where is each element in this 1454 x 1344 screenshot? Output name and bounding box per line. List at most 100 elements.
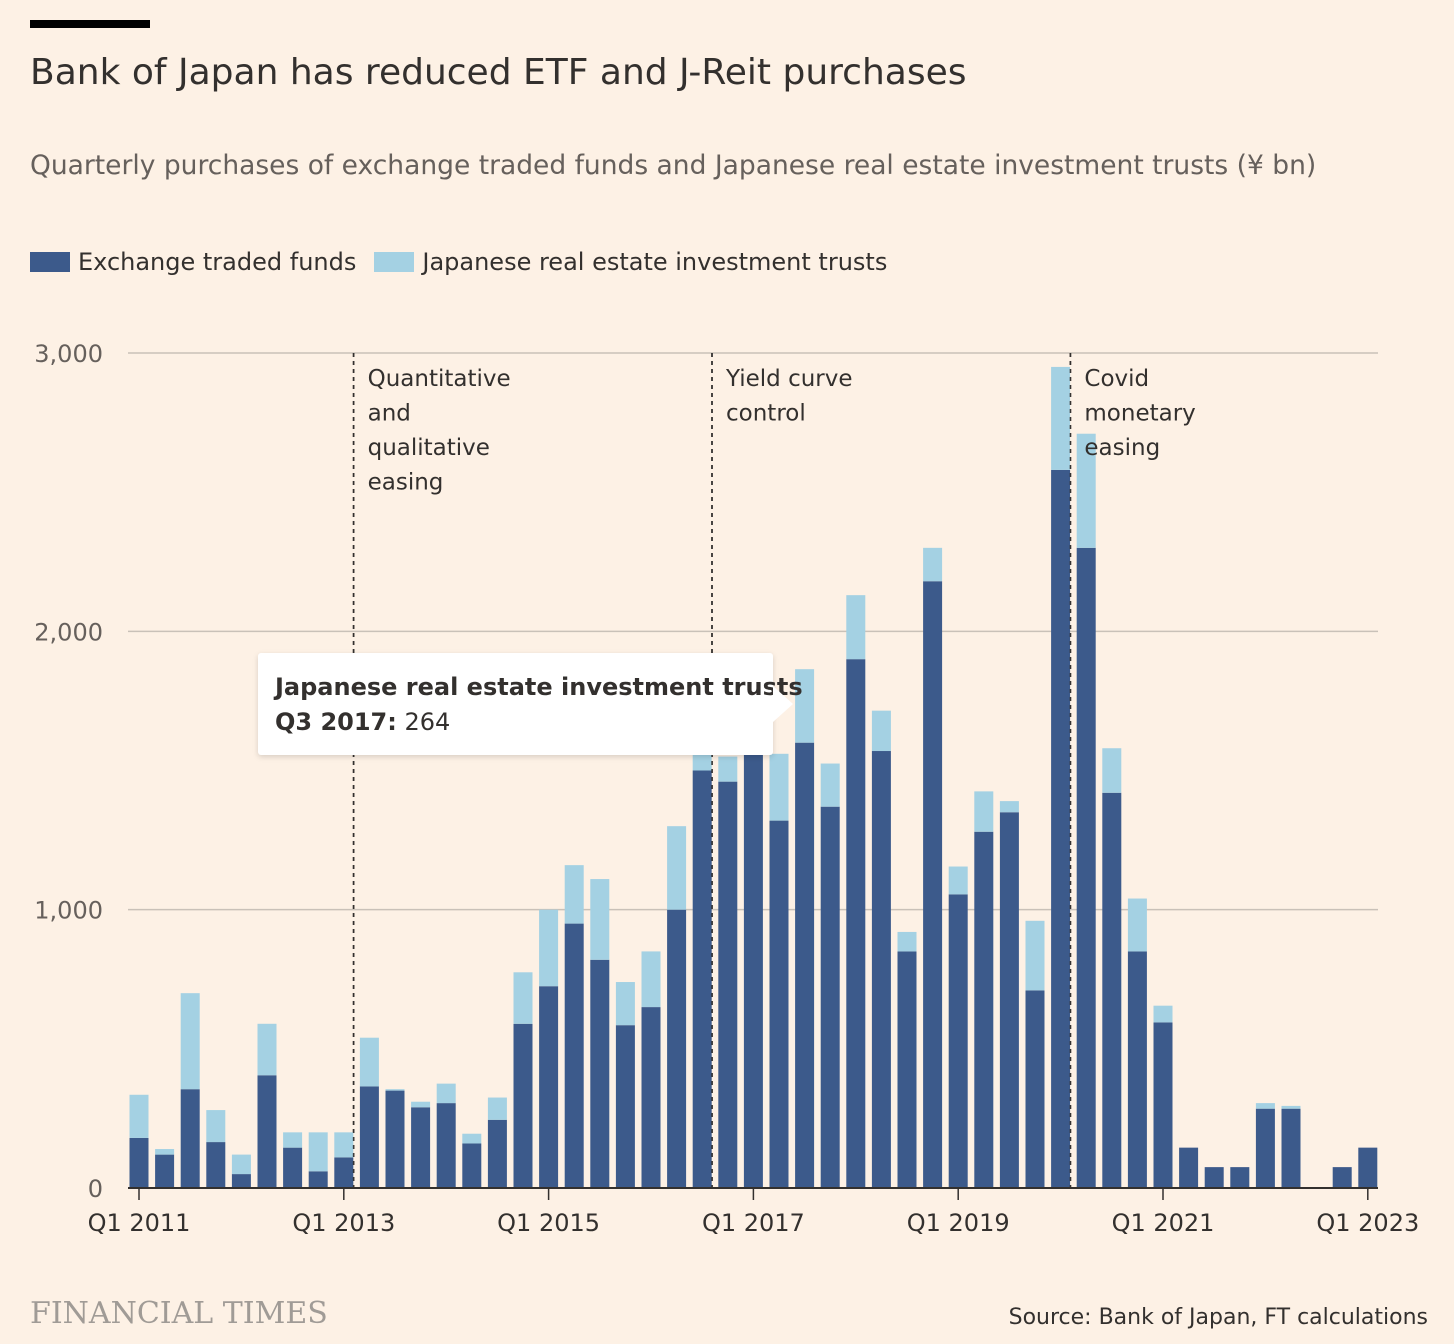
bar-jreit: [615, 982, 635, 1026]
bar-etf: [359, 1086, 379, 1188]
annotation-label: control: [726, 401, 806, 427]
tooltip: Japanese real estate investment trusts Q…: [258, 653, 803, 755]
bar-jreit: [462, 1133, 482, 1144]
bar-etf: [564, 923, 584, 1188]
bar-jreit: [129, 1094, 149, 1138]
annotation-label: easing: [368, 470, 444, 496]
bar-jreit: [820, 763, 840, 807]
bar-jreit: [155, 1149, 175, 1155]
legend-item-jreit[interactable]: Japanese real estate investment trusts: [374, 248, 887, 276]
y-tick-label: 3,000: [34, 340, 103, 368]
bar-jreit: [718, 756, 738, 782]
bar-etf: [257, 1075, 277, 1188]
bar-jreit: [539, 909, 559, 987]
bar-etf: [1076, 547, 1096, 1188]
bar-etf: [1358, 1147, 1378, 1188]
x-tick-label: Q1 2015: [497, 1209, 600, 1237]
bar-etf: [206, 1142, 226, 1188]
bar-etf: [974, 831, 994, 1188]
bar-etf: [1281, 1108, 1301, 1188]
bar-etf: [1230, 1167, 1250, 1188]
bar-etf: [718, 781, 738, 1188]
bar-jreit: [308, 1132, 328, 1172]
legend-label-jreit: Japanese real estate investment trusts: [422, 248, 888, 276]
bar-jreit: [411, 1101, 431, 1108]
bar-etf: [769, 820, 789, 1188]
tooltip-arrow: [773, 686, 793, 722]
bar-jreit: [667, 826, 687, 910]
annotation-label: Yield curve: [725, 366, 853, 392]
bar-etf: [129, 1137, 149, 1188]
legend-label-etf: Exchange traded funds: [78, 248, 357, 276]
bar-jreit: [1051, 366, 1071, 470]
bar-jreit: [436, 1083, 456, 1104]
bar-etf: [641, 1007, 661, 1188]
bar-etf: [436, 1103, 456, 1188]
bar-jreit: [897, 931, 917, 952]
bar-etf: [411, 1107, 431, 1188]
bar-jreit: [923, 547, 943, 582]
x-tick-label: Q1 2017: [702, 1209, 805, 1237]
source-note: Source: Bank of Japan, FT calculations: [1008, 1305, 1428, 1330]
bar-jreit: [334, 1132, 354, 1158]
bar-jreit: [231, 1154, 251, 1175]
y-tick-label: 1,000: [34, 897, 103, 925]
legend: Exchange traded funds Japanese real esta…: [30, 248, 905, 276]
bar-etf: [692, 770, 712, 1188]
bar-jreit: [513, 972, 533, 1024]
bar-etf: [897, 951, 917, 1188]
bar-etf: [871, 751, 891, 1188]
bar-jreit: [283, 1132, 303, 1148]
bar-jreit: [641, 951, 661, 1008]
bar-etf: [1102, 792, 1122, 1188]
bar-etf: [1127, 951, 1147, 1188]
bar-etf: [231, 1174, 251, 1188]
bar-etf: [743, 753, 763, 1188]
bar-jreit: [795, 669, 815, 743]
legend-swatch-etf: [30, 252, 70, 272]
bar-jreit: [1153, 1005, 1173, 1023]
chart-title: Bank of Japan has reduced ETF and J-Reit…: [30, 52, 967, 93]
bar-etf: [462, 1143, 482, 1188]
bar-etf: [1255, 1108, 1275, 1188]
bar-jreit: [974, 791, 994, 832]
legend-item-etf[interactable]: Exchange traded funds: [30, 248, 356, 276]
ft-logo: FINANCIAL TIMES: [30, 1296, 328, 1331]
bar-etf: [334, 1157, 354, 1188]
bar-etf: [1025, 990, 1045, 1188]
bar-jreit: [487, 1097, 507, 1120]
bar-jreit: [1127, 898, 1147, 952]
x-tick-label: Q1 2011: [88, 1209, 191, 1237]
legend-swatch-jreit: [374, 252, 415, 272]
annotation-label: Quantitative: [368, 366, 511, 392]
tooltip-series: Japanese real estate investment trusts: [275, 673, 803, 701]
bar-jreit: [1281, 1105, 1301, 1109]
bar-etf: [487, 1119, 507, 1188]
bar-etf: [513, 1023, 533, 1188]
bar-etf: [1179, 1147, 1199, 1188]
bar-jreit: [1025, 920, 1045, 991]
bar-jreit: [1076, 433, 1096, 548]
bar-etf: [923, 581, 943, 1188]
annotation-label: Covid: [1084, 366, 1149, 392]
annotation-label: qualitative: [368, 435, 490, 461]
y-tick-label: 2,000: [34, 618, 103, 646]
x-tick-label: Q1 2013: [292, 1209, 395, 1237]
tooltip-line: Q3 2017: 264: [275, 708, 450, 736]
bar-etf: [283, 1147, 303, 1188]
bar-etf: [1332, 1167, 1352, 1188]
bar-etf: [385, 1090, 405, 1188]
tooltip-value: 264: [404, 708, 451, 736]
bar-jreit: [1255, 1103, 1275, 1109]
bar-jreit: [257, 1023, 277, 1076]
bar-etf: [948, 894, 968, 1188]
bar-jreit: [1102, 748, 1122, 793]
bar-jreit: [590, 879, 610, 960]
bar-etf: [1204, 1167, 1224, 1188]
bar-etf: [615, 1025, 635, 1188]
tooltip-period: Q3 2017:: [275, 708, 397, 736]
bar-etf: [1153, 1022, 1173, 1188]
bar-jreit: [180, 993, 200, 1090]
bar-etf: [795, 742, 815, 1188]
